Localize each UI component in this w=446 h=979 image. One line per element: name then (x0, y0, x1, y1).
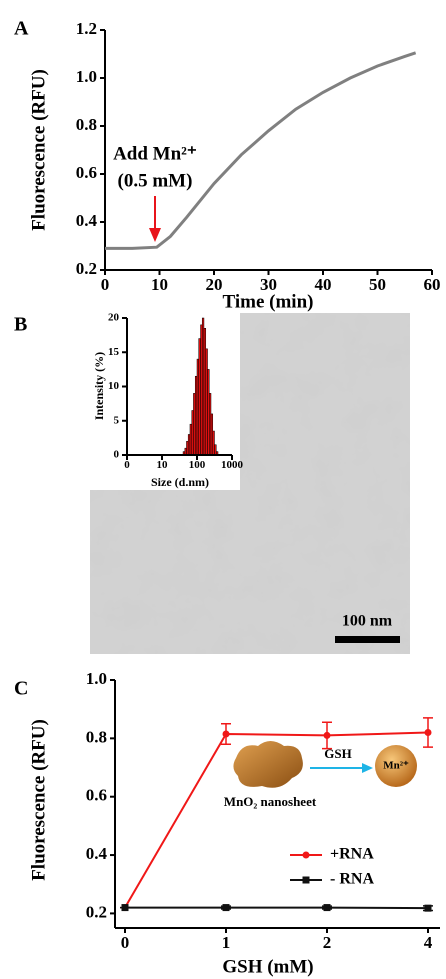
y-tick-label: 0.2 (76, 259, 97, 278)
y-tick-label: 15 (108, 346, 120, 358)
line (125, 906, 429, 910)
scale-bar-label: 100 nm (342, 613, 393, 630)
bar (194, 375, 198, 456)
marker (424, 729, 432, 737)
marker (323, 731, 331, 739)
marker (222, 904, 230, 912)
panel-label: A (14, 18, 29, 40)
marker (424, 904, 432, 912)
panel-label: B (14, 314, 27, 336)
x-axis-title: Size (d.nm) (151, 475, 209, 489)
diagram (233, 741, 417, 788)
tem-image (90, 313, 410, 654)
bar (198, 338, 201, 456)
line (124, 731, 429, 909)
y-axis-title: Intensity (%) (92, 352, 106, 420)
y-axis-title: Fluorescence (RFU) (28, 719, 49, 881)
bar (210, 413, 214, 456)
x-tick-label: 50 (369, 275, 386, 294)
x-tick-label: 30 (260, 275, 277, 294)
x-tick-label: 60 (424, 275, 441, 294)
y-tick-label: 1.0 (76, 67, 97, 86)
panel-label: C (14, 678, 28, 700)
inset-bg (92, 313, 240, 490)
y-tick-label: 0.4 (76, 211, 98, 230)
line (105, 51, 417, 250)
y-tick-label: 5 (114, 414, 120, 426)
x-tick-label: 10 (151, 275, 168, 294)
x-tick-label: 1 (222, 933, 231, 952)
y-tick-label: 1.0 (86, 669, 107, 688)
y-tick-label: 0.8 (76, 115, 97, 134)
legend-label: - RNA (330, 871, 374, 888)
y-tick-label: 1.2 (76, 19, 97, 38)
x-tick-label: 0 (121, 933, 130, 952)
marker (222, 730, 230, 738)
bar (187, 434, 191, 456)
x-tick-label: 10 (157, 459, 169, 471)
bar (189, 423, 193, 456)
x-tick-label: 4 (424, 933, 433, 952)
y-tick-label: 0.8 (86, 727, 107, 746)
bar (186, 441, 189, 456)
bar (200, 324, 203, 456)
y-tick-label: 0.6 (76, 163, 97, 182)
y-axis-title: Fluorescence (RFU) (28, 69, 49, 231)
bar (201, 317, 205, 456)
y-tick-label: 0.6 (86, 786, 107, 805)
x-axis-title: Time (min) (223, 291, 314, 312)
bar (193, 393, 196, 456)
x-axis-title: GSH (mM) (222, 956, 313, 977)
y-tick-label: 0.2 (86, 902, 107, 921)
y-tick-label: 0 (114, 449, 120, 461)
bar (203, 328, 207, 456)
annotation: Mn²⁺ (383, 760, 409, 772)
x-tick-label: 40 (315, 275, 332, 294)
annotation: (0.5 mM) (118, 170, 193, 191)
legend-label: +RNA (330, 846, 374, 863)
bar (207, 369, 210, 456)
x-tick-label: 0 (101, 275, 110, 294)
bar (209, 393, 212, 456)
arrow (149, 196, 161, 242)
y-tick-label: 0.4 (86, 844, 108, 863)
annotation: GSH (324, 746, 351, 761)
marker (121, 904, 129, 912)
bar (212, 430, 215, 456)
x-tick-label: 100 (189, 459, 206, 471)
marker (302, 851, 310, 859)
bar (196, 358, 199, 456)
x-tick-label: 1000 (221, 459, 244, 471)
x-tick-label: 2 (323, 933, 332, 952)
x-tick-label: 20 (206, 275, 223, 294)
annotation: Add Mn²⁺ (113, 143, 197, 164)
marker (323, 904, 331, 912)
annotation: MnO₂ nanosheet (224, 794, 317, 809)
y-tick-label: 20 (108, 312, 120, 324)
bar (214, 444, 217, 456)
bar (205, 348, 208, 456)
marker (302, 876, 310, 884)
y-tick-label: 10 (108, 380, 120, 392)
x-tick-label: 0 (124, 459, 130, 471)
